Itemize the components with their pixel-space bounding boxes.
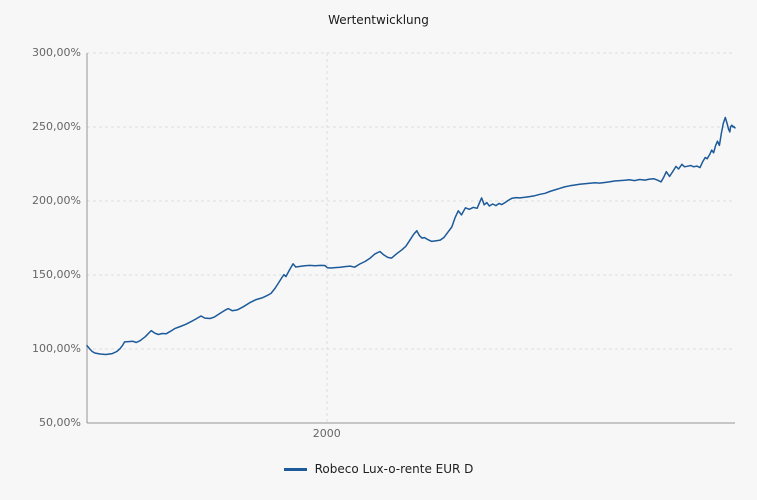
y-axis-tick-label: 100,00% [32,342,81,355]
y-axis-tick-label: 150,00% [32,268,81,281]
y-axis-tick-label: 300,00% [32,46,81,59]
chart-legend: Robeco Lux-o-rente EUR D [0,461,757,477]
legend-series-label: Robeco Lux-o-rente EUR D [314,462,474,476]
legend-line-swatch-icon [283,467,307,471]
y-axis-tick-label: 200,00% [32,194,81,207]
y-axis-tick-label: 50,00% [39,416,81,429]
x-axis-tick-label: 2000 [312,427,341,440]
chart-title: Wertentwicklung [328,13,429,27]
y-axis-tick-label: 250,00% [32,120,81,133]
